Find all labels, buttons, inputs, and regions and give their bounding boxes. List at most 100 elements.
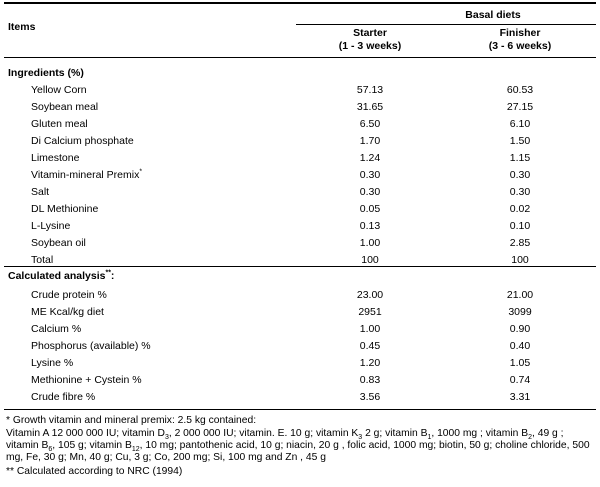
starter-value: 0.83 xyxy=(359,374,381,386)
analysis-section-label: Calculated analysis**: xyxy=(8,270,114,283)
starter-value: 0.30 xyxy=(359,186,381,198)
subscript: 3 xyxy=(358,434,363,442)
row-label-text: Methionine + Cystein % xyxy=(31,374,142,386)
finisher-value: 0.10 xyxy=(509,220,531,232)
row-label: ME Kcal/kg diet xyxy=(31,306,104,319)
starter-value: 0.45 xyxy=(359,340,381,352)
finisher-value: 100 xyxy=(511,254,529,266)
finisher-value: 6.10 xyxy=(509,118,531,130)
finisher-value: 1.15 xyxy=(509,152,531,164)
row-label-text: Limestone xyxy=(31,152,80,164)
row-label: Lysine % xyxy=(31,357,73,370)
subscript: 12 xyxy=(131,446,140,454)
finisher-value: 3.31 xyxy=(509,391,531,403)
starter-value: 1.20 xyxy=(359,357,381,369)
finisher-value: 1.50 xyxy=(509,135,531,147)
starter-value: 1.00 xyxy=(359,323,381,335)
row-label: Methionine + Cystein % xyxy=(31,374,142,387)
table-bottom-rule xyxy=(4,409,596,410)
row-label: Calcium % xyxy=(31,323,81,336)
starter-value: 0.05 xyxy=(359,203,381,215)
row-label-text: Di Calcium phosphate xyxy=(31,135,134,147)
subscript: 2 xyxy=(528,434,532,442)
subscript: 6 xyxy=(48,446,53,454)
row-label-text: Crude fibre % xyxy=(31,391,96,403)
basal-diets-underline xyxy=(296,24,596,25)
finisher-value: 0.40 xyxy=(509,340,531,352)
premix-text: , 49 g ; vitamin B xyxy=(6,428,564,452)
row-label: Yellow Corn xyxy=(31,84,87,97)
finisher-value: 0.74 xyxy=(509,374,531,386)
table-top-rule xyxy=(4,2,596,4)
row-label: Soybean meal xyxy=(31,101,98,114)
row-label-text: Soybean meal xyxy=(31,101,99,113)
starter-value: 100 xyxy=(361,254,379,266)
row-label-text: Phosphorus (available) % xyxy=(31,340,151,352)
premix-footnote-body: Vitamin A 12 000 000 IU; vitamin D 3, 2 0… xyxy=(6,428,594,465)
finisher-value: 60.53 xyxy=(506,84,534,96)
finisher-period: (3 - 6 weeks) xyxy=(488,40,552,52)
row-label-text: ME Kcal/kg diet xyxy=(31,306,104,318)
row-label: Di Calcium phosphate xyxy=(31,135,134,148)
starter-value: 0.30 xyxy=(359,169,381,181)
finisher-value: 0.90 xyxy=(509,323,531,335)
premix-text: , 105 g; vitamin B xyxy=(52,440,132,452)
row-label: Total xyxy=(31,254,53,267)
finisher-value: 3099 xyxy=(508,306,532,318)
finisher-value: 0.02 xyxy=(509,203,531,215)
starter-period: (1 - 3 weeks) xyxy=(338,40,402,52)
finisher-value: 0.30 xyxy=(509,186,531,198)
nrc-footnote: ** Calculated according to NRC (1994) xyxy=(6,466,183,477)
starter-value: 3.56 xyxy=(359,391,381,403)
header-bottom-rule xyxy=(4,57,596,58)
row-label-text: Lysine % xyxy=(31,357,74,369)
basal-diets-header: Basal diets xyxy=(465,9,521,21)
ingredients-section-label: Ingredients (%) xyxy=(8,67,84,79)
starter-value: 57.13 xyxy=(356,84,384,96)
finisher-value: 0.30 xyxy=(509,169,531,181)
row-label-text: Calcium % xyxy=(31,323,82,335)
starter-value: 1.00 xyxy=(359,237,381,249)
row-label: Salt xyxy=(31,186,49,199)
premix-text: , 1000 mg ; vitamin B xyxy=(431,428,529,439)
row-label-text: DL Methionine xyxy=(31,203,99,215)
analysis-label-suffix: : xyxy=(110,270,115,282)
row-label-text: Crude protein % xyxy=(31,289,107,301)
row-label: Soybean oil xyxy=(31,237,86,250)
premix-text: , 10 mg; pantothenic acid, 10 g; niacin,… xyxy=(6,440,590,464)
row-label-text: L-Lysine xyxy=(31,220,71,232)
starter-header: Starter xyxy=(353,27,387,39)
starter-value: 1.24 xyxy=(359,152,381,164)
finisher-value: 21.00 xyxy=(506,289,534,301)
analysis-label-text: Calculated analysis xyxy=(8,270,106,282)
row-label: Crude protein % xyxy=(31,289,107,302)
premix-text: 2 g; vitamin B xyxy=(362,428,428,439)
starter-value: 2951 xyxy=(358,306,382,318)
row-label: L-Lysine xyxy=(31,220,70,233)
row-label: Phosphorus (available) % xyxy=(31,340,151,353)
row-label: Crude fibre % xyxy=(31,391,95,404)
row-label-text: Vitamin-mineral Premix xyxy=(31,169,140,181)
row-label: Vitamin-mineral Premix* xyxy=(31,169,142,182)
finisher-value: 2.85 xyxy=(509,237,531,249)
premix-text: Vitamin A 12 000 000 IU; vitamin D xyxy=(6,428,165,439)
finisher-value: 27.15 xyxy=(506,101,534,113)
row-label-text: Yellow Corn xyxy=(31,84,87,96)
subscript: 1 xyxy=(427,434,432,442)
starter-value: 1.70 xyxy=(359,135,381,147)
footnote-mark: * xyxy=(139,168,143,176)
analysis-label-footnote-mark: ** xyxy=(105,269,111,277)
finisher-value: 1.05 xyxy=(509,357,531,369)
row-label: DL Methionine xyxy=(31,203,98,216)
starter-value: 23.00 xyxy=(356,289,384,301)
premix-text: , 2 000 000 IU; vitamin. E. 10 g; vitami… xyxy=(168,428,359,439)
items-header: Items xyxy=(8,21,36,33)
row-label-text: Soybean oil xyxy=(31,237,86,249)
row-label-text: Salt xyxy=(31,186,50,198)
row-label: Gluten meal xyxy=(31,118,88,131)
starter-value: 6.50 xyxy=(359,118,381,130)
starter-value: 31.65 xyxy=(356,101,384,113)
row-label-text: Total xyxy=(31,254,54,266)
premix-footnote-title: * Growth vitamin and mineral premix: 2.5… xyxy=(6,415,257,426)
